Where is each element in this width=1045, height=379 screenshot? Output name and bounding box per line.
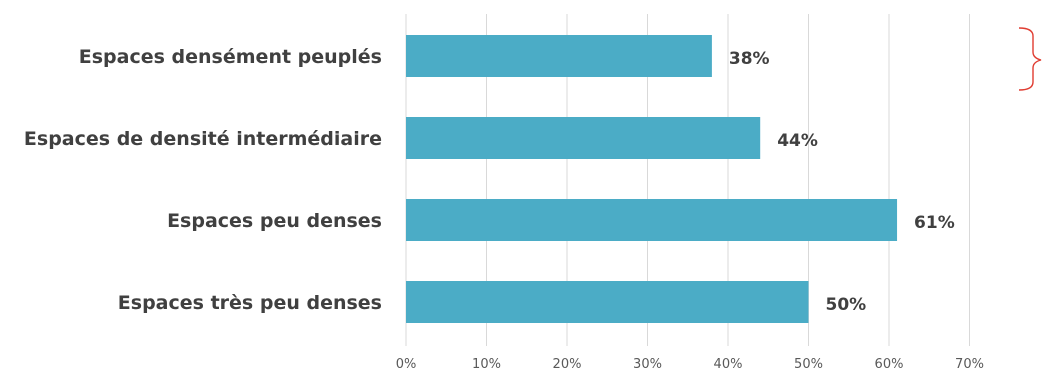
x-tick-label: 0% — [396, 357, 417, 372]
bar — [406, 281, 809, 323]
data-label: 44% — [777, 131, 818, 151]
data-label: 38% — [729, 49, 770, 69]
x-tick-label: 60% — [875, 357, 904, 372]
data-label: 61% — [914, 213, 955, 233]
bar — [406, 35, 712, 77]
category-label: Espaces très peu denses — [118, 292, 382, 314]
bar-layer — [406, 35, 898, 323]
category-label: Espaces peu denses — [167, 210, 382, 232]
x-tick-label: 70% — [955, 357, 984, 372]
label-layer: 0% 10% 20% 30% 40% 50% 60% 70% Espaces densément… — [24, 46, 984, 372]
x-tick-label: 20% — [553, 357, 582, 372]
category-label: Espaces de densité intermédiaire — [24, 128, 382, 150]
x-tick-label: 10% — [472, 357, 501, 372]
category-label: Espaces densément peuplés — [79, 46, 382, 68]
bar — [406, 117, 761, 159]
x-tick-label: 40% — [714, 357, 743, 372]
annotation-bracket — [1018, 27, 1042, 91]
bar — [406, 199, 898, 241]
x-tick-label: 50% — [794, 357, 823, 372]
x-tick-label: 30% — [633, 357, 662, 372]
data-label: 50% — [826, 295, 867, 315]
